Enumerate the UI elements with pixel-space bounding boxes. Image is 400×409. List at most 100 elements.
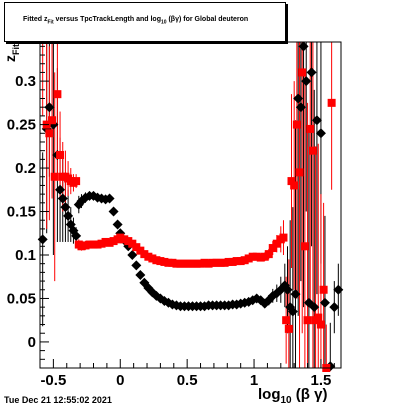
data-point-diamond bbox=[301, 76, 312, 87]
data-point-square bbox=[282, 316, 291, 325]
y-tick-label: 0.25 bbox=[7, 117, 36, 134]
data-point-square bbox=[220, 258, 229, 267]
data-point-square bbox=[216, 258, 225, 267]
data-point-square bbox=[224, 257, 233, 266]
data-point-square bbox=[97, 239, 106, 248]
data-point-diamond bbox=[55, 184, 66, 195]
data-point-square bbox=[48, 116, 57, 125]
data-point-square bbox=[124, 237, 133, 246]
data-point-square bbox=[244, 254, 253, 263]
data-point-square bbox=[50, 172, 59, 181]
data-point-square bbox=[200, 258, 209, 267]
data-point-square bbox=[232, 257, 241, 266]
data-point-square bbox=[120, 235, 129, 244]
y-tick-label: 0.2 bbox=[15, 160, 36, 177]
data-point-diamond bbox=[333, 284, 344, 295]
error-bars-layer bbox=[42, 42, 339, 368]
data-point-square bbox=[180, 259, 189, 268]
data-point-square bbox=[172, 259, 181, 268]
data-point-diamond bbox=[282, 284, 293, 295]
x-tick-label: 1 bbox=[250, 372, 258, 389]
data-point-diamond bbox=[311, 115, 322, 126]
data-point-square bbox=[168, 258, 177, 267]
data-point-diamond bbox=[112, 219, 123, 230]
data-point-square bbox=[279, 233, 288, 242]
data-point-square bbox=[264, 250, 273, 259]
data-point-diamond bbox=[63, 210, 74, 221]
data-point-square bbox=[308, 146, 317, 155]
data-point-square bbox=[152, 256, 161, 265]
data-point-square bbox=[212, 258, 221, 267]
data-point-square bbox=[156, 257, 165, 266]
data-point-square bbox=[327, 98, 336, 107]
data-point-square bbox=[188, 259, 197, 268]
data-point-square bbox=[176, 259, 185, 268]
data-point-diamond bbox=[127, 249, 138, 260]
data-point-diamond bbox=[298, 41, 309, 52]
data-point-square bbox=[316, 320, 325, 329]
data-point-square bbox=[268, 244, 277, 253]
data-point-square bbox=[295, 168, 304, 177]
data-point-square bbox=[53, 90, 62, 99]
data-point-diamond bbox=[306, 67, 317, 78]
y-axis-label: zFit bbox=[2, 44, 21, 62]
data-point-square bbox=[45, 129, 54, 138]
data-point-square bbox=[72, 177, 81, 186]
data-point-square bbox=[144, 252, 153, 261]
x-axis-label: log10 (β γ) bbox=[258, 386, 328, 406]
data-point-square bbox=[77, 242, 86, 251]
timestamp: Tue Dec 21 12:55:02 2021 bbox=[4, 395, 112, 405]
data-point-square bbox=[160, 257, 169, 266]
data-point-diamond bbox=[57, 193, 68, 204]
y-tick-label: 0.05 bbox=[7, 290, 36, 307]
y-tick-label: 0.1 bbox=[15, 247, 36, 264]
data-point-square bbox=[314, 313, 323, 322]
data-point-square bbox=[236, 257, 245, 266]
data-point-square bbox=[303, 316, 312, 325]
chart-title: Fitted zFit versus TpcTrackLength and lo… bbox=[23, 16, 249, 26]
plot-frame bbox=[39, 41, 342, 369]
data-point-square bbox=[284, 324, 293, 333]
data-point-square bbox=[109, 237, 118, 246]
data-point-diamond bbox=[295, 102, 306, 113]
data-point-square bbox=[228, 257, 237, 266]
data-point-square bbox=[272, 239, 281, 248]
data-point-square bbox=[184, 259, 193, 268]
data-point-diamond bbox=[309, 302, 320, 313]
x-tick-label: 0 bbox=[116, 372, 124, 389]
data-point-square bbox=[292, 120, 301, 129]
data-point-square bbox=[81, 241, 90, 250]
x-tick-label: -0.5 bbox=[40, 372, 66, 389]
data-point-diamond bbox=[315, 128, 326, 139]
y-tick-label: 0 bbox=[28, 334, 36, 351]
data-point-square bbox=[89, 240, 98, 249]
data-point-diamond bbox=[131, 260, 142, 271]
data-point-square bbox=[208, 258, 217, 267]
data-point-diamond bbox=[60, 202, 71, 213]
data-point-diamond bbox=[44, 102, 55, 113]
data-point-square bbox=[101, 237, 110, 246]
data-point-diamond bbox=[329, 302, 340, 313]
data-point-square bbox=[192, 259, 201, 268]
data-point-square bbox=[204, 259, 213, 268]
data-point-square bbox=[56, 151, 65, 160]
data-point-square bbox=[148, 254, 157, 263]
data-point-square bbox=[300, 242, 309, 251]
data-point-square bbox=[93, 240, 102, 249]
data-point-diamond bbox=[37, 234, 48, 245]
x-tick-label: 0.5 bbox=[177, 372, 198, 389]
data-point-square bbox=[260, 252, 269, 261]
data-point-diamond bbox=[135, 269, 146, 280]
ticks-layer: -0.5 0 0.5 1 1.5 0 0.05 0.1 0.15 0.2 0.25 0.3 bbox=[7, 45, 335, 389]
data-point-square bbox=[140, 250, 149, 259]
x-tick-label: 1.5 bbox=[311, 372, 332, 389]
data-point-square bbox=[240, 256, 249, 265]
data-point-square bbox=[290, 181, 299, 190]
data-point-square bbox=[256, 253, 265, 262]
data-point-square bbox=[132, 243, 141, 252]
data-point-square bbox=[248, 252, 257, 261]
data-point-diamond bbox=[319, 297, 330, 308]
data-point-diamond bbox=[287, 306, 298, 317]
data-point-square bbox=[136, 246, 145, 255]
